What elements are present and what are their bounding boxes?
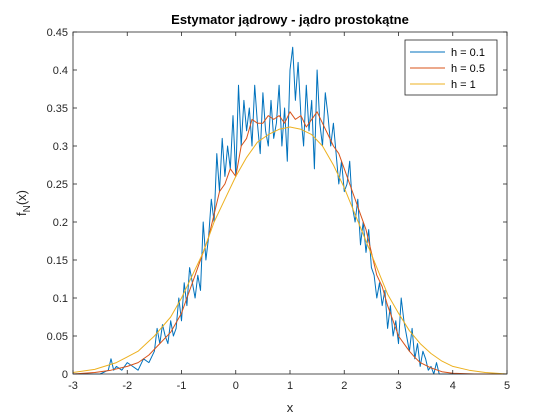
- y-tick-label-9: 0.45: [47, 27, 68, 39]
- legend: h = 0.1 h = 0.5 h = 1: [405, 40, 497, 95]
- y-tick-label-4: 0.2: [53, 217, 68, 229]
- x-tick-label-8: 5: [504, 380, 510, 392]
- x-tick-label-0: -3: [68, 380, 78, 392]
- x-tick-label-3: 0: [233, 380, 239, 392]
- legend-label-h-1: h = 1: [451, 79, 476, 91]
- chart-title: Estymator jądrowy - jądro prostokątne: [171, 12, 409, 27]
- y-tick-label-7: 0.35: [47, 103, 68, 115]
- x-tick-label-5: 2: [341, 380, 347, 392]
- legend-label-h-0-5: h = 0.5: [451, 63, 485, 75]
- y-tick-label-1: 0.05: [47, 331, 68, 343]
- y-tick-label-8: 0.4: [53, 65, 68, 77]
- x-axis-label: x: [287, 400, 294, 415]
- x-tick-label-7: 4: [450, 380, 456, 392]
- y-tick-label-6: 0.3: [53, 141, 68, 153]
- y-tick-label-5: 0.25: [47, 179, 68, 191]
- x-tick-label-6: 3: [395, 380, 401, 392]
- y-tick-label-3: 0.15: [47, 255, 68, 267]
- y-tick-label-0: 0: [62, 369, 68, 381]
- y-axis-label-tail: (x): [14, 190, 29, 205]
- y-tick-label-2: 0.1: [53, 293, 68, 305]
- legend-label-h-0-1: h = 0.1: [451, 47, 485, 59]
- x-tick-label-4: 1: [287, 380, 293, 392]
- x-tick-label-1: -2: [122, 380, 132, 392]
- x-tick-label-2: -1: [177, 380, 187, 392]
- y-axis-label-subscript: N: [22, 205, 33, 212]
